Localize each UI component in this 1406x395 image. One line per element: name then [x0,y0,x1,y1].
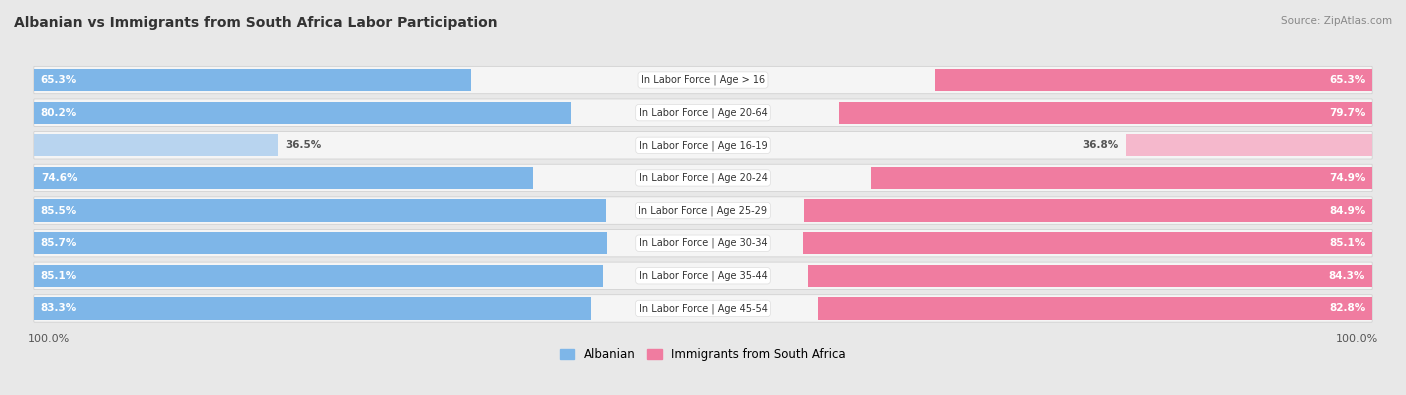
Text: 74.9%: 74.9% [1329,173,1365,183]
Text: 100.0%: 100.0% [1336,335,1378,344]
FancyBboxPatch shape [34,66,1372,94]
Text: 85.5%: 85.5% [41,205,77,216]
Text: 85.1%: 85.1% [1329,238,1365,248]
FancyBboxPatch shape [34,132,1372,159]
FancyBboxPatch shape [34,197,1372,224]
Text: 36.8%: 36.8% [1083,140,1119,150]
Text: 85.7%: 85.7% [41,238,77,248]
Text: 83.3%: 83.3% [41,303,77,314]
Text: 84.9%: 84.9% [1329,205,1365,216]
Text: 82.8%: 82.8% [1329,303,1365,314]
Text: In Labor Force | Age 16-19: In Labor Force | Age 16-19 [638,140,768,150]
FancyBboxPatch shape [34,164,1372,192]
Text: In Labor Force | Age 20-64: In Labor Force | Age 20-64 [638,107,768,118]
Text: 36.5%: 36.5% [285,140,321,150]
Text: 85.1%: 85.1% [41,271,77,281]
Text: 80.2%: 80.2% [41,108,77,118]
Text: 84.3%: 84.3% [1329,271,1365,281]
Text: In Labor Force | Age 45-54: In Labor Force | Age 45-54 [638,303,768,314]
Bar [34,232,607,254]
Bar [839,102,1372,124]
Bar [34,297,592,320]
Text: 74.6%: 74.6% [41,173,77,183]
Bar [808,265,1372,287]
FancyBboxPatch shape [34,229,1372,257]
Bar [34,102,571,124]
Bar [34,199,606,222]
Text: In Labor Force | Age > 16: In Labor Force | Age > 16 [641,75,765,85]
Text: 65.3%: 65.3% [1329,75,1365,85]
Bar [870,167,1372,189]
Bar [34,265,603,287]
Text: Albanian vs Immigrants from South Africa Labor Participation: Albanian vs Immigrants from South Africa… [14,16,498,30]
FancyBboxPatch shape [34,99,1372,126]
FancyBboxPatch shape [34,295,1372,322]
Text: 79.7%: 79.7% [1329,108,1365,118]
Text: In Labor Force | Age 35-44: In Labor Force | Age 35-44 [638,271,768,281]
FancyBboxPatch shape [34,262,1372,290]
Text: In Labor Force | Age 20-24: In Labor Force | Age 20-24 [638,173,768,183]
Text: 100.0%: 100.0% [28,335,70,344]
Text: In Labor Force | Age 30-34: In Labor Force | Age 30-34 [638,238,768,248]
Bar [34,69,471,91]
Text: 65.3%: 65.3% [41,75,77,85]
Bar [818,297,1372,320]
Bar [1126,134,1372,156]
Text: Source: ZipAtlas.com: Source: ZipAtlas.com [1281,16,1392,26]
Text: In Labor Force | Age 25-29: In Labor Force | Age 25-29 [638,205,768,216]
Bar [804,199,1372,222]
Bar [935,69,1372,91]
Bar [34,134,278,156]
Bar [34,167,533,189]
Bar [803,232,1372,254]
Legend: Albanian, Immigrants from South Africa: Albanian, Immigrants from South Africa [555,343,851,366]
